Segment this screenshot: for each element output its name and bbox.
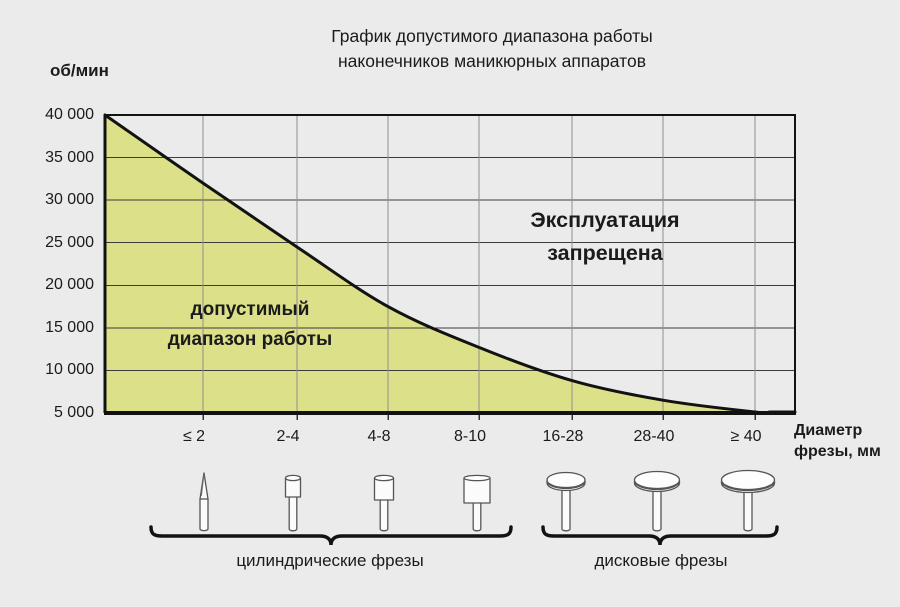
y-axis-tick-label: 20 000 (45, 276, 94, 294)
disc-bur-large-icon (720, 469, 776, 532)
y-axis-title: об/мин (50, 61, 109, 80)
y-axis-tick-label: 40 000 (45, 106, 94, 123)
axis-ticks (202, 415, 756, 420)
x-axis-tick-label: 28-40 (633, 428, 675, 445)
bur-icons (199, 469, 776, 532)
disc-bur-small-icon (546, 471, 586, 532)
x-axis-title: Диаметр фрезы, мм (794, 420, 894, 462)
forbidden-region-label: Эксплуатация запрещена (530, 208, 680, 265)
plot-grid (105, 115, 795, 413)
group-label-disc-burs: дисковые фрезы (594, 551, 728, 570)
disc-bur-medium-icon (633, 470, 681, 532)
x-axis-tick-label: 16-28 (542, 428, 584, 445)
cylinder-bur-small-icon (284, 474, 302, 532)
y-axis-tick-label: 30 000 (45, 191, 94, 209)
x-axis-tick-label: 2-4 (276, 428, 300, 445)
y-axis-tick-label: 5 000 (53, 404, 94, 421)
x-axis-title-line2: фрезы, мм (794, 443, 881, 460)
x-axis-tick-label: 8-10 (453, 428, 487, 445)
chart-title: График допустимого диапазона работы нако… (142, 24, 842, 74)
needle-bur-icon (199, 472, 209, 532)
x-axis-tick-label: ≥ 40 (730, 428, 762, 445)
cylindrical-burs-brace (149, 525, 513, 546)
disc-burs-brace (541, 525, 779, 546)
y-axis-tick-label: 10 000 (45, 361, 94, 379)
y-axis-tick-label: 15 000 (45, 318, 94, 336)
x-axis-tick-label: ≤ 2 (182, 428, 206, 445)
chart-title-line1: График допустимого диапазона работы (331, 26, 653, 46)
group-label-cylindrical-burs: цилиндрические фрезы (236, 551, 424, 570)
plot-border (103, 114, 796, 415)
x-axis-title-line1: Диаметр (794, 422, 863, 439)
y-axis-tick-label: 35 000 (45, 148, 94, 166)
chart-title-line2: наконечников маникюрных аппаратов (337, 51, 647, 71)
allowed-range-label: допустимый диапазон работы (167, 299, 333, 350)
cylinder-bur-medium-icon (373, 474, 395, 532)
x-axis-tick-label: 4-8 (367, 428, 391, 445)
allowed-area (105, 115, 795, 413)
cylinder-bur-large-icon (463, 474, 491, 532)
y-axis-tick-label: 25 000 (45, 233, 94, 251)
